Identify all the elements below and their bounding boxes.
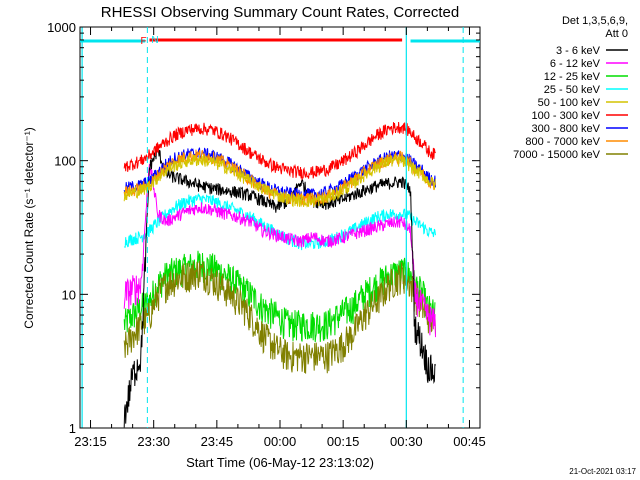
series-line-4	[123, 153, 436, 208]
legend-label-4: 50 - 100 keV	[538, 97, 601, 109]
series-line-3	[123, 193, 436, 251]
x-axis-label: Start Time (06-May-12 23:13:02)	[186, 455, 374, 470]
y-axis-label: Corrected Count Rate (s⁻¹ detector⁻¹)	[22, 127, 36, 328]
x-tick-label-4: 00:15	[327, 434, 360, 449]
legend-header-line-2: Att 0	[605, 28, 628, 40]
timestamp: 21-Oct-2021 03:17	[569, 467, 636, 476]
series-line-1	[123, 163, 436, 338]
x-tick-label-0: 23:15	[74, 434, 107, 449]
legend-label-8: 7000 - 15000 keV	[513, 149, 601, 161]
legend-label-2: 12 - 25 keV	[544, 71, 601, 83]
series-line-5	[123, 121, 436, 181]
legend-label-0: 3 - 6 keV	[556, 45, 601, 57]
night-label: N	[151, 35, 158, 46]
legend-label-5: 100 - 300 keV	[532, 110, 601, 122]
chart-title: RHESSI Observing Summary Count Rates, Co…	[101, 4, 459, 21]
flare-label: F	[140, 36, 146, 47]
y-tick-label-3: 1000	[47, 20, 76, 35]
x-tick-label-5: 00:30	[390, 434, 423, 449]
plot-area: F N 23:15 23:30 23:45 00:00 00:15 00:30 00:45 1 10…	[47, 20, 486, 449]
x-tick-label-1: 23:30	[137, 434, 170, 449]
legend-label-3: 25 - 50 keV	[544, 84, 601, 96]
y-tick-label-2: 100	[54, 154, 76, 169]
y-tick-label-0: 1	[69, 421, 76, 436]
y-tick-label-1: 10	[62, 287, 76, 302]
legend-label-1: 6 - 12 keV	[550, 58, 601, 70]
x-tick-label-2: 23:45	[201, 434, 234, 449]
legend-header-line-1: Det 1,3,5,6,9,	[562, 15, 628, 27]
series-line-2	[123, 250, 436, 343]
series-line-8	[123, 260, 436, 374]
legend-label-7: 800 - 7000 keV	[525, 136, 600, 148]
x-tick-label-3: 00:00	[264, 434, 297, 449]
legend-label-6: 300 - 800 keV	[532, 123, 601, 135]
series-line-7	[123, 149, 436, 206]
x-tick-label-6: 00:45	[453, 434, 486, 449]
